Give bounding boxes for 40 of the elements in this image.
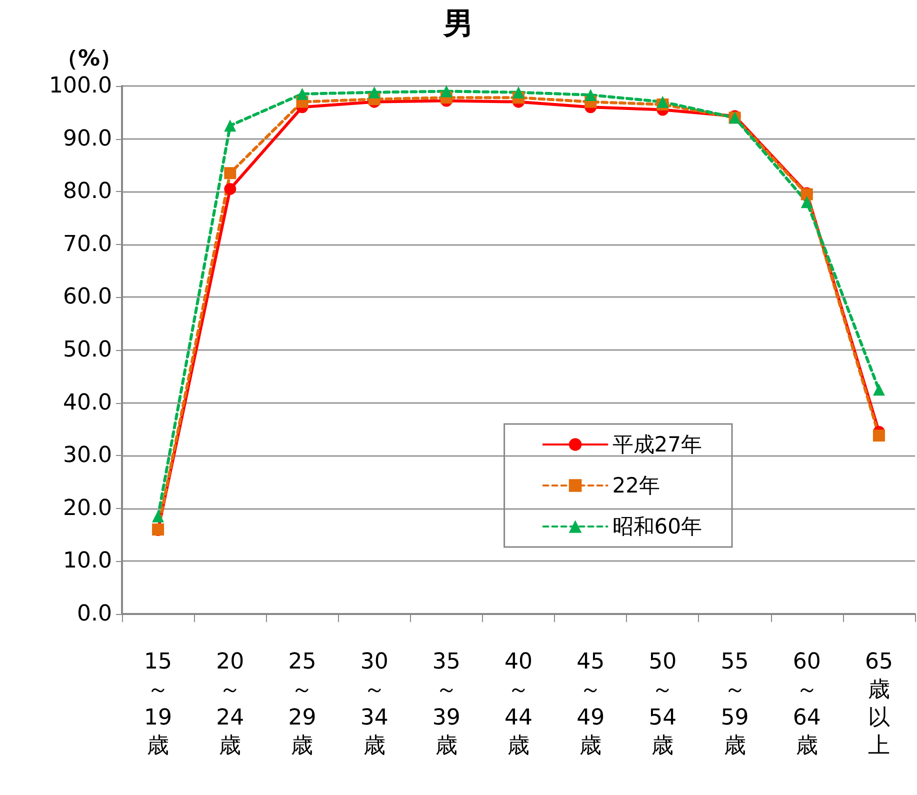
x-tick-label: 60～64歳 bbox=[792, 650, 821, 758]
y-tick-label: 70.0 bbox=[63, 232, 112, 257]
y-tick-label: 90.0 bbox=[63, 126, 112, 152]
point bbox=[224, 182, 236, 195]
x-tick-label: 65歳以上 bbox=[864, 650, 893, 758]
y-tick-label: 0.0 bbox=[77, 602, 112, 626]
point bbox=[296, 88, 308, 100]
x-tick-label: 20～24歳 bbox=[216, 650, 244, 758]
point bbox=[368, 86, 380, 98]
x-tick-label: 15～19歳 bbox=[144, 650, 172, 758]
y-tick-label: 60.0 bbox=[63, 284, 112, 310]
legend-label: 平成27年 bbox=[612, 432, 702, 456]
legend-label: 22年 bbox=[612, 474, 660, 498]
x-tick-label: 25～29歳 bbox=[288, 650, 316, 758]
y-tick-label: 30.0 bbox=[63, 443, 112, 468]
point bbox=[584, 88, 597, 101]
x-tick-label: 50～54歳 bbox=[648, 650, 677, 758]
y-tick-label: 10.0 bbox=[63, 548, 112, 574]
chart-title: 男 bbox=[442, 6, 474, 42]
y-tick-label: 20.0 bbox=[63, 496, 112, 521]
x-tick-label: 45～49歳 bbox=[576, 650, 605, 758]
point bbox=[440, 85, 452, 98]
x-tick-label: 40～44歳 bbox=[504, 650, 532, 758]
y-axis-title: （%） bbox=[56, 46, 122, 72]
point bbox=[872, 430, 885, 442]
point bbox=[224, 120, 236, 132]
y-tick-label: 50.0 bbox=[63, 338, 112, 362]
y-tick-label: 40.0 bbox=[63, 390, 112, 416]
x-tick-label: 55～59歳 bbox=[720, 650, 749, 758]
point bbox=[224, 167, 236, 180]
legend-label: 昭和60年 bbox=[612, 514, 702, 538]
x-tick-label: 30～34歳 bbox=[360, 650, 388, 758]
x-tick-label: 35～39歳 bbox=[432, 650, 460, 758]
y-tick-label: 100.0 bbox=[49, 74, 112, 98]
point bbox=[800, 196, 813, 208]
point bbox=[656, 96, 669, 108]
y-tick-label: 80.0 bbox=[63, 179, 112, 204]
point bbox=[512, 86, 524, 98]
point bbox=[872, 384, 885, 396]
point bbox=[152, 510, 164, 522]
